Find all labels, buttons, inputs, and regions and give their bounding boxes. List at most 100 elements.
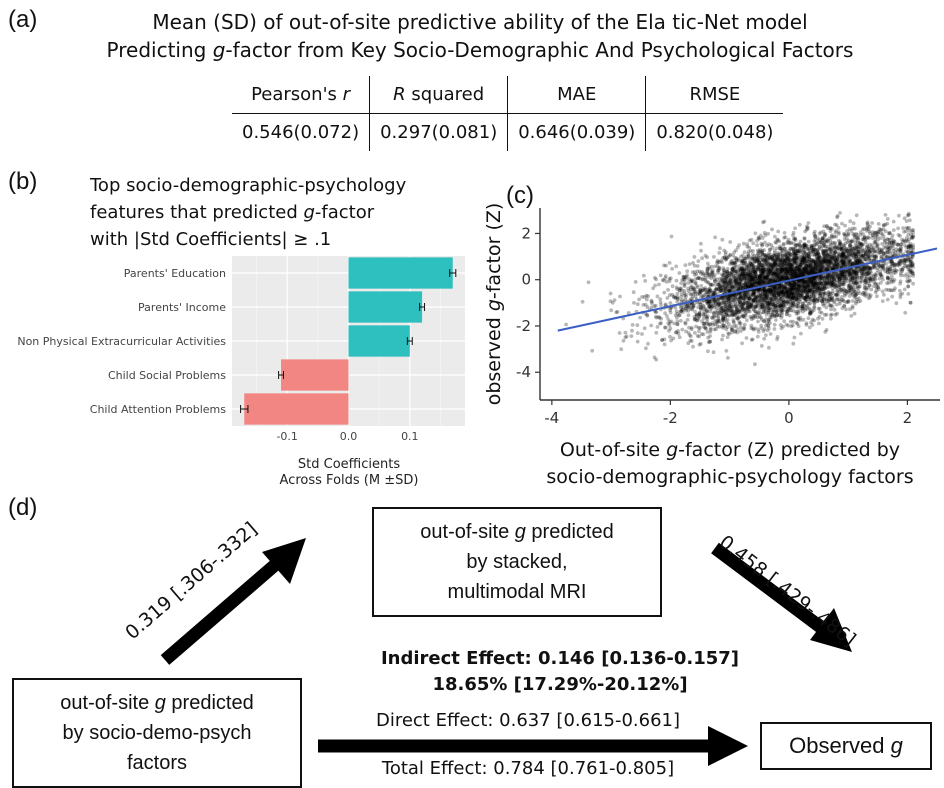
scatter-point [678,271,682,275]
scatter-point [753,261,757,265]
scatter-point [855,281,859,285]
metrics-table: Pearson's r R squared MAE RMSE 0.546(0.0… [232,76,783,151]
scatter-point [659,274,663,278]
scatter-point [745,277,749,281]
x-tick-label: 0.0 [340,430,358,443]
panel-b-title-line3: with |Std Coefficients| ≥ .1 [90,226,406,253]
scatter-point [799,240,803,244]
scatter-point [791,247,795,251]
scatter-point [640,295,644,299]
scatter-point [689,334,693,338]
scatter-point [669,301,673,305]
scatter-point [690,278,694,282]
scatter-point [763,241,767,245]
scatter-point [662,264,666,268]
scatter-point [644,346,648,350]
scatter-point [751,252,755,256]
scatter-point [890,237,894,241]
scatter-point [802,290,806,294]
scatter-point [908,279,912,283]
scatter-point [671,337,675,341]
scatter-point [706,314,710,318]
scatter-point [675,310,679,314]
scatter-point [732,299,736,303]
scatter-point [722,302,726,306]
scatter-point [911,282,915,286]
scatter-point [739,329,743,333]
scatter-point [799,332,803,336]
scatter-point [726,267,730,271]
scatter-point [732,320,736,324]
scatter-point [868,295,872,299]
scatter-point [712,311,716,315]
scatter-point [878,247,882,251]
scatter-point [654,331,658,335]
scatter-point [847,289,851,293]
scatter-point [690,327,694,331]
scatter-point [728,304,732,308]
scatter-point [895,269,899,273]
scatter-point [706,336,710,340]
scatter-point [766,324,770,328]
scatter-point [680,328,684,332]
category-label: Child Social Problems [108,369,226,382]
scatter-point [794,286,798,290]
scatter-point [695,319,699,323]
scatter-point [830,227,834,231]
scatter-point [861,268,865,272]
scatter-point [680,309,684,313]
scatter-point [874,240,878,244]
scatter-point [733,280,737,284]
scatter-point [870,266,874,270]
scatter-point [831,305,835,309]
scatter-point [703,307,707,311]
scatter-point [805,254,809,258]
scatter-point [777,240,781,244]
scatter-point [706,310,710,314]
scatter-point [793,270,797,274]
scatter-point [773,327,777,331]
scatter-point [632,301,636,305]
scatter-point [743,302,747,306]
scatter-point [674,265,678,269]
scatter-points [564,211,915,366]
scatter-point [690,339,694,343]
scatter-point [738,300,742,304]
scatter-point [643,279,647,283]
scatter-point [782,242,786,246]
scatter-point [808,295,812,299]
scatter-point [697,259,701,263]
scatter-point [809,277,813,281]
scatter-point [815,243,819,247]
scatter-point [807,316,811,320]
scatter-point [722,266,726,270]
scatter-point [744,294,748,298]
scatter-point [859,233,863,237]
scatter-point [776,288,780,292]
value-mae: 0.646(0.039) [508,114,646,152]
scatter-point [815,299,819,303]
scatter-point [773,278,777,282]
scatter-point [809,311,813,315]
scatter-point [793,226,797,230]
scatter-point [769,332,773,336]
scatter-point [699,249,703,253]
scatter-point [754,269,758,273]
scatter-point [646,305,650,309]
scatter-point [747,246,751,250]
scatter-point [769,273,773,277]
scatter-point [889,260,893,264]
scatter-point [618,295,622,299]
scatter-point [898,268,902,272]
scatter-point [736,317,740,321]
scatter-point [695,314,699,318]
scatter-point [776,230,780,234]
scatter-point [828,260,832,264]
scatter-point [632,290,636,294]
scatter-point [743,312,747,316]
scatter-point [685,275,689,279]
scatter-point [826,294,830,298]
scatter-point [854,302,858,306]
scatter-point [907,238,911,242]
scatter-point [751,241,755,245]
